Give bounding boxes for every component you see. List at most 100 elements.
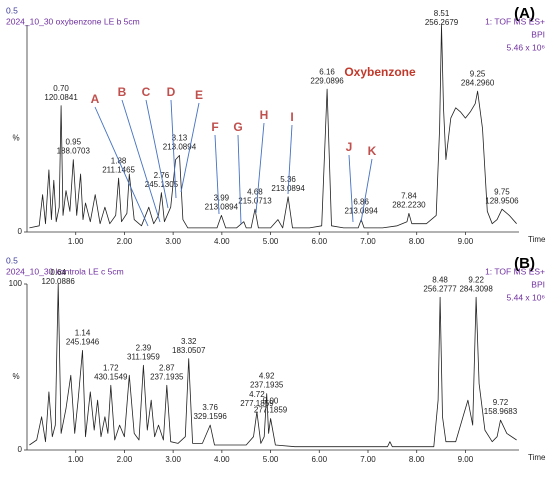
peak-mz: 245.1305	[145, 180, 179, 189]
callout-line	[287, 124, 293, 195]
peak-mz: 237.1935	[150, 372, 184, 381]
peak-letter: K	[368, 144, 377, 158]
x-tick-label: 8.00	[409, 237, 425, 246]
peak-time: 9.22	[468, 275, 484, 284]
y-tick-label: 0	[18, 227, 23, 236]
peak-time: 4.68	[247, 187, 263, 196]
peak-mz: 128.9506	[485, 196, 519, 205]
peak-time: 0.70	[53, 84, 69, 93]
x-tick-label: 9.00	[458, 237, 474, 246]
peak-time: 6.16	[319, 67, 335, 76]
callout-line	[348, 154, 354, 223]
x-tick-label: 3.00	[165, 237, 181, 246]
scale-label: 0.5	[6, 5, 18, 15]
peak-letter: B	[118, 85, 127, 99]
peak-time: 4.72	[249, 390, 265, 399]
detector: 1: TOF MS ES+	[485, 16, 545, 26]
peak-time: 1.14	[75, 329, 91, 338]
peak-letter: I	[290, 110, 293, 124]
intensity: 5.46 x 10⁶	[507, 42, 545, 52]
peak-mz: 284.2960	[461, 78, 495, 87]
x-tick-label: 4.00	[214, 237, 230, 246]
y-tick-label: 0	[18, 445, 23, 454]
callout-line	[121, 99, 161, 223]
peak-time: 4.92	[259, 372, 275, 381]
peak-mz: 311.1959	[127, 352, 160, 361]
peak-mz: 120.0841	[44, 93, 78, 102]
x-tick-label: 4.00	[214, 455, 230, 464]
peak-letter: J	[346, 140, 353, 154]
x-tick-label: 1.00	[68, 237, 84, 246]
peak-time: 0.64	[50, 268, 66, 277]
compound-label: Oxybenzone	[344, 65, 416, 79]
peak-time: 9.25	[470, 69, 486, 78]
x-tick-label: 3.00	[165, 455, 181, 464]
peak-mz: 120.0886	[41, 277, 75, 286]
x-axis-label: Time	[528, 453, 546, 462]
peak-time: 3.99	[214, 194, 230, 203]
x-tick-label: 8.00	[409, 455, 425, 464]
peak-time: 3.76	[202, 403, 218, 412]
trace-type: BPI	[531, 29, 545, 39]
x-tick-label: 6.00	[311, 237, 327, 246]
peak-letter: D	[167, 85, 176, 99]
peak-mz: 183.0507	[172, 346, 206, 355]
peak-letter: F	[211, 120, 218, 134]
x-tick-label: 5.00	[263, 237, 279, 246]
peak-time: 8.48	[432, 275, 448, 284]
callout-line	[145, 99, 169, 209]
peak-time: 0.95	[65, 138, 81, 147]
x-tick-label: 2.00	[117, 237, 133, 246]
panel-label: (B)	[514, 255, 535, 272]
peak-time: 3.32	[181, 337, 197, 346]
peak-mz: 213.0894	[205, 203, 239, 212]
callout-line	[255, 122, 265, 214]
callout-line	[360, 158, 373, 223]
peak-mz: 188.0703	[57, 147, 91, 156]
peak-mz: 256.2679	[425, 18, 459, 27]
peak-letter: C	[142, 85, 151, 99]
peak-mz: 256.2777	[423, 284, 457, 293]
peak-mz: 213.0894	[344, 207, 378, 216]
peak-mz: 245.1946	[66, 338, 100, 347]
peak-mz: 329.1596	[193, 412, 227, 421]
peak-letter: A	[91, 92, 100, 106]
callout-line	[170, 99, 177, 199]
callout-line	[237, 134, 242, 225]
intensity: 5.44 x 10⁶	[507, 292, 545, 302]
x-tick-label: 7.00	[360, 455, 376, 464]
peak-time: 1.72	[103, 363, 119, 372]
callout-line	[180, 102, 200, 193]
peak-mz: 430.1549	[94, 372, 128, 381]
peak-time: 8.51	[434, 9, 450, 18]
peak-letter: H	[260, 108, 269, 122]
callout-line	[214, 134, 220, 215]
peak-time: 3.13	[172, 134, 188, 143]
peak-time: 6.86	[353, 198, 369, 207]
trace-type: BPI	[531, 279, 545, 289]
peak-mz: 229.0896	[310, 76, 344, 85]
peak-time: 5.00	[263, 397, 279, 406]
x-axis-label: Time	[528, 235, 546, 244]
peak-letter: G	[233, 120, 242, 134]
x-tick-label: 1.00	[68, 455, 84, 464]
peak-mz: 215.0713	[238, 196, 272, 205]
peak-letter: E	[195, 88, 203, 102]
peak-mz: 237.1935	[250, 381, 284, 390]
peak-mz: 158.9683	[484, 407, 518, 416]
peak-mz: 277.1859	[254, 406, 288, 415]
x-tick-label: 7.00	[360, 237, 376, 246]
peak-mz: 211.1465	[102, 165, 135, 174]
detector: 1: TOF MS ES+	[485, 266, 545, 276]
peak-time: 5.36	[280, 175, 296, 184]
peak-time: 9.75	[494, 187, 510, 196]
y-axis-label: %	[12, 134, 19, 143]
peak-time: 9.72	[493, 398, 509, 407]
callout-line	[94, 106, 149, 227]
chromatogram-trace	[29, 283, 517, 448]
x-tick-label: 9.00	[458, 455, 474, 464]
trace-title: 2024_10_30 oxybenzone LE b 5cm	[6, 16, 140, 26]
trace-title: 2024_10_30 kontrola LE c 5cm	[6, 266, 124, 276]
peak-mz: 277.1859	[240, 399, 274, 408]
